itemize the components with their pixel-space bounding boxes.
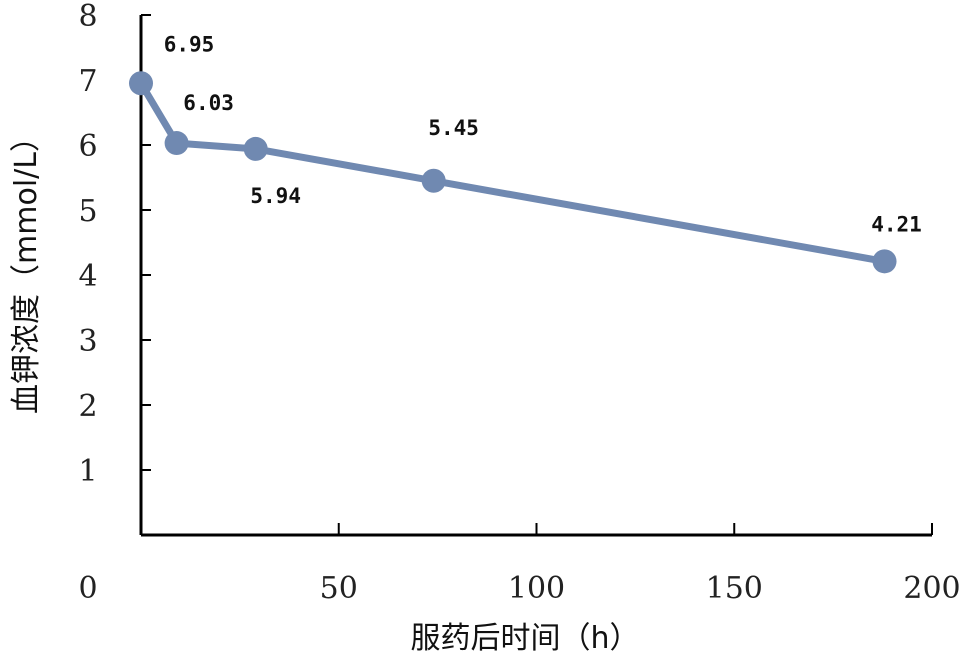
x-tick-label: 100 <box>508 571 565 606</box>
y-tick-label: 1 <box>78 454 97 489</box>
y-tick-label: 8 <box>78 0 97 34</box>
data-label: 6.95 <box>164 32 215 56</box>
x-tick-label: 200 <box>903 571 960 606</box>
data-label: 5.45 <box>428 116 479 140</box>
axes <box>139 15 932 537</box>
x-axis-title: 服药后时间（h） <box>410 621 639 656</box>
data-point <box>243 136 268 161</box>
series <box>129 71 897 274</box>
x-tick-label: 50 <box>320 571 358 606</box>
data-label: 5.94 <box>250 184 301 208</box>
y-tick-label: 5 <box>78 194 97 229</box>
y-tick-label: 4 <box>78 259 97 294</box>
y-axis-title: 血钾浓度（mmol/L） <box>9 122 44 414</box>
x-tick-label: 150 <box>706 571 763 606</box>
series-line <box>137 79 888 265</box>
y-tick-label: 7 <box>78 64 97 99</box>
data-point <box>164 131 189 156</box>
x-tick-label: 0 <box>78 571 97 606</box>
ticks: 1 2 3 4 5 6 7 8 0 50 100 150 200 <box>78 0 960 606</box>
data-label: 4.21 <box>871 212 922 236</box>
y-tick-label: 2 <box>78 389 97 424</box>
y-tick-label: 3 <box>78 324 97 359</box>
data-labels: 6.95 6.03 5.94 5.45 4.21 <box>164 32 922 236</box>
data-point <box>872 249 897 274</box>
data-point <box>129 71 153 96</box>
data-point <box>421 168 446 193</box>
y-tick-label: 6 <box>78 129 97 164</box>
data-label: 6.03 <box>183 91 234 115</box>
